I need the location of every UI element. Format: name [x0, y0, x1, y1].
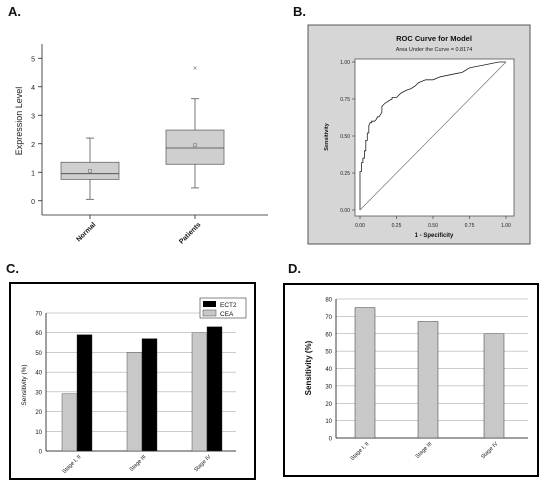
legend-swatch-cea: [202, 309, 217, 317]
box: [60, 161, 120, 180]
roc-curve: [359, 61, 506, 210]
y-tick-label: 60: [35, 331, 42, 337]
y-tick-label: 0: [39, 450, 43, 456]
mean-marker: [88, 169, 92, 173]
y-tick-label: 10: [35, 430, 42, 436]
bar-ect2: [206, 326, 223, 452]
grouped-bar-marks: Stage I, II Stage III Stage IV: [62, 326, 223, 475]
roc-ylabel: Sensitivity: [324, 122, 330, 150]
boxplot-y-tick-label: 2: [31, 142, 35, 149]
bar: [417, 321, 439, 439]
y-tick-label: 40: [325, 367, 332, 373]
legend-label-ect2: ECT2: [220, 302, 237, 309]
roc-reference-line: [359, 61, 507, 211]
roc-title: ROC Curve for Model: [396, 34, 472, 43]
y-tick-label: 70: [35, 312, 42, 318]
boxplot-y-tick-label: 3: [31, 113, 35, 120]
bar-chart-frame: [283, 283, 539, 477]
y-tick-label: 30: [325, 384, 332, 390]
legend: ECT2 CEA: [199, 297, 247, 319]
bar: [354, 307, 376, 439]
y-tick-label: 50: [325, 350, 332, 356]
y-tick-label: 60: [325, 332, 332, 338]
y-tick-label: 0: [329, 437, 333, 443]
roc-y-tick-label: 1.00: [340, 60, 350, 66]
boxplot-y-tick-label: 5: [31, 56, 35, 63]
roc-x-tick-label: 0.25: [392, 223, 402, 229]
outlier-marker: ×: [193, 66, 197, 73]
panel-label-d: D.: [288, 261, 301, 276]
box: [165, 129, 225, 165]
roc-x-tick-label: 0.50: [428, 223, 438, 229]
roc-y-tick-label: 0.50: [340, 134, 350, 140]
roc-plot-area: [354, 58, 515, 217]
bar-chart-ylabel: Sensitivity (%): [304, 340, 313, 395]
roc-y-tick-label: 0.00: [340, 208, 350, 214]
roc-y-tick-label: 0.25: [340, 171, 350, 177]
y-tick-label: 10: [325, 419, 332, 425]
y-tick-label: 20: [35, 410, 42, 416]
roc-x-tick-label: 0.75: [465, 223, 475, 229]
panel-label-c: C.: [6, 261, 19, 276]
roc-xlabel: 1 - Specificity: [415, 233, 454, 239]
boxplot-ylabel: Expression Level: [14, 87, 24, 156]
y-tick-label: 70: [325, 315, 332, 321]
bar-chart-marks: Stage I, II Stage III Stage IV: [350, 307, 505, 462]
y-tick-label: 80: [325, 298, 332, 304]
legend-swatch-ect2: [203, 301, 216, 307]
roc-y-tick-label: 0.75: [340, 97, 350, 103]
roc-x-tick-label: 1.00: [501, 223, 511, 229]
bar: [483, 333, 505, 439]
y-tick-label: 20: [325, 402, 332, 408]
boxplot-y-tick-label: 4: [31, 85, 35, 92]
legend-label-cea: CEA: [220, 311, 234, 318]
roc-x-tick-label: 0.00: [355, 223, 365, 229]
panel-label-a: A.: [8, 4, 21, 19]
y-tick-label: 30: [35, 390, 42, 396]
boxplot-axes: 0 1 2 3 4 5: [31, 44, 268, 219]
bar-ect2: [141, 338, 158, 452]
boxplot-y-tick-label: 0: [31, 199, 35, 206]
y-tick-label: 50: [35, 351, 42, 357]
grouped-bar-ylabel: Sensitivity (%): [21, 364, 28, 405]
panel-label-b: B.: [293, 4, 306, 19]
boxplot-y-tick-label: 1: [31, 170, 35, 177]
y-tick-label: 40: [35, 371, 42, 377]
roc-subtitle: Area Under the Curve = 0.8174: [396, 47, 473, 53]
mean-marker: [193, 143, 197, 147]
roc-marks: 0.00 0.25 0.50 0.75 1.00 0.00 0.25 0.50 0.75 1.00: [340, 60, 511, 229]
bar-ect2: [76, 334, 93, 452]
